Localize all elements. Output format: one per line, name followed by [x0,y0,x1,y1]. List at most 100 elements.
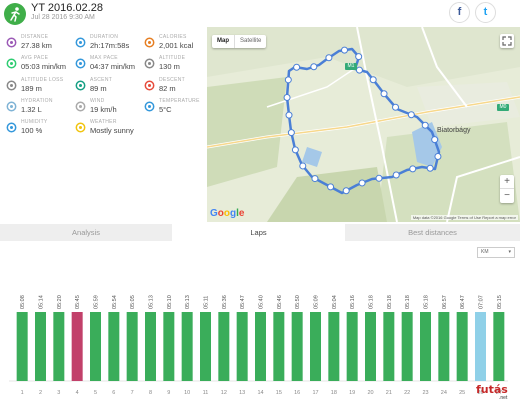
lap-value-label: 05:08 [20,295,26,309]
lap-bar[interactable] [200,312,211,381]
map-mode-button[interactable]: Map [217,38,229,44]
lap-bar[interactable] [218,312,230,381]
lap-value-label: 05:50 [295,295,301,309]
stat-value: 19 km/h [90,105,117,114]
lap-value-label: 05:04 [332,295,338,309]
km-marker[interactable] [299,162,307,170]
laps-chart: 05:08 1 05:14 2 05:20 3 05:45 4 05:59 5 05:54 6 05:0… [0,241,520,403]
lap-value-label: 06:57 [442,295,448,309]
lap-bar[interactable] [16,312,28,381]
twitter-share-button[interactable]: t [475,2,496,23]
lap-bar[interactable] [145,312,156,381]
route-map[interactable]: Map Satellite Biatorbágy M1 M0 + − Googl… [207,27,520,222]
lap-number-label: 4 [76,390,79,396]
facebook-share-button[interactable]: f [449,2,470,23]
km-marker[interactable] [369,76,377,84]
lap-bar[interactable] [401,312,413,381]
km-marker[interactable] [426,164,434,172]
fullscreen-button[interactable] [500,34,514,48]
tab-best-distances[interactable]: Best distances [408,228,457,237]
road-badge-m1: M1 [345,63,357,70]
km-marker[interactable] [358,179,366,187]
stat-weather: WEATHER Mostly sunny [72,119,140,143]
lap-bar[interactable] [328,312,340,381]
stat-calories: CALORIES 2,001 kcal [141,34,209,58]
km-marker[interactable] [421,121,429,129]
km-marker[interactable] [287,129,295,137]
km-marker[interactable] [355,53,363,61]
route-markers [283,46,442,195]
lap-bar[interactable] [346,312,358,381]
stat-label: ALTITUDE LOSS [21,77,64,83]
km-marker[interactable] [325,54,333,62]
km-marker[interactable] [431,136,439,144]
map-attribution[interactable]: Map data ©2016 Google Terms of Use Repor… [410,215,518,220]
lap-number-label: 12 [221,390,227,396]
lap-number-label: 5 [94,390,97,396]
lap-bar[interactable] [108,312,120,381]
km-marker[interactable] [409,165,417,173]
tab-laps[interactable]: Laps [172,224,345,241]
stat-label: DURATION [90,34,119,40]
zoom-in-button[interactable]: + [500,175,514,189]
km-marker[interactable] [283,93,291,101]
lap-bar[interactable] [163,312,175,381]
lap-bar[interactable] [310,312,321,381]
lap-bar[interactable] [126,312,138,381]
lap-number-label: 19 [349,390,355,396]
lap-bar[interactable] [420,312,431,381]
lap-bar[interactable] [236,312,248,381]
lap-bar[interactable] [273,312,285,381]
map-type-toggle[interactable]: Map Satellite [212,35,267,48]
km-marker[interactable] [342,187,350,195]
km-marker[interactable] [284,76,292,84]
tab-analysis[interactable]: Analysis [72,228,100,237]
km-marker[interactable] [392,171,400,179]
chevron-down-icon: ▾ [508,249,511,255]
lap-bar[interactable] [475,312,486,381]
lap-bar[interactable] [35,312,46,381]
lap-value-label: 05:18 [387,295,393,309]
stat-wind: WIND 19 km/h [72,98,140,122]
lap-bar[interactable] [493,312,505,381]
km-marker[interactable] [311,175,319,183]
lap-value-label: 05:10 [167,295,173,309]
lap-number-label: 3 [57,390,60,396]
lap-value-label: 05:18 [405,295,411,309]
unit-select[interactable]: KM ▾ [477,247,515,258]
lap-bar[interactable] [291,312,303,381]
km-marker[interactable] [310,63,318,71]
km-marker[interactable] [407,111,415,119]
stat-value: 04:37 min/km [90,62,136,71]
lap-bar[interactable] [365,312,376,381]
lap-bar[interactable] [383,312,395,381]
km-marker[interactable] [434,153,442,161]
lap-bar[interactable] [90,312,101,381]
stat-distance: DISTANCE 27.38 km [3,34,71,58]
km-marker[interactable] [285,111,293,119]
km-marker[interactable] [291,146,299,154]
km-marker[interactable] [355,66,363,74]
sun-icon [75,122,86,133]
km-marker[interactable] [327,183,335,191]
lap-value-label: 05:40 [259,295,265,309]
satellite-mode-button[interactable]: Satellite [234,35,266,48]
km-marker[interactable] [380,90,388,98]
lap-bar[interactable] [456,312,468,381]
lap-bar[interactable] [53,312,65,381]
km-marker[interactable] [392,103,400,111]
km-marker[interactable] [341,46,349,54]
lap-number-label: 26 [477,390,483,396]
km-marker[interactable] [375,174,383,182]
lap-bar[interactable] [181,312,193,381]
map-canvas[interactable] [207,27,520,222]
lap-number-label: 1 [21,390,24,396]
lap-bar[interactable] [438,312,450,381]
lap-bar[interactable] [255,312,266,381]
ascent-icon [75,80,86,91]
stat-label: AVG PACE [21,55,49,61]
km-marker[interactable] [293,63,301,71]
lap-number-label: 9 [167,390,170,396]
zoom-out-button[interactable]: − [504,190,510,201]
lap-bar[interactable] [71,312,83,381]
